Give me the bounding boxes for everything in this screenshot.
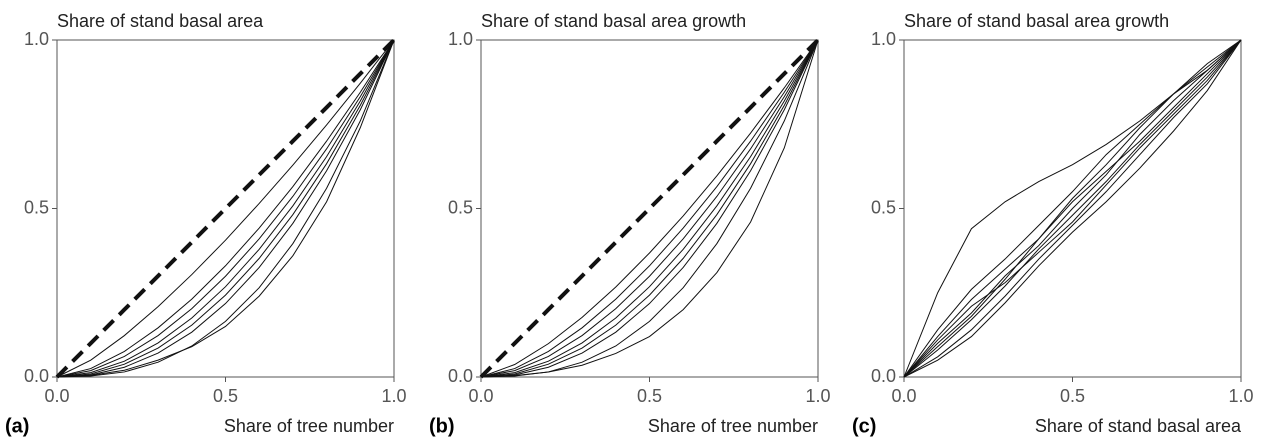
line bbox=[903, 39, 1242, 378]
line bbox=[903, 39, 1242, 378]
panel-label: (b) bbox=[429, 415, 455, 437]
line bbox=[903, 39, 1242, 378]
line bbox=[903, 39, 1242, 378]
x-axis-label: Share of stand basal area bbox=[1035, 416, 1242, 436]
line bbox=[480, 39, 819, 378]
line bbox=[56, 39, 395, 378]
panel-label: (c) bbox=[852, 415, 876, 437]
line bbox=[480, 39, 819, 378]
reference-line bbox=[55, 38, 396, 379]
x-tick-label: 0.0 bbox=[891, 386, 916, 406]
line bbox=[903, 39, 1242, 378]
line bbox=[903, 39, 1242, 378]
x-tick-label: 0.5 bbox=[213, 386, 238, 406]
line bbox=[903, 39, 1242, 378]
y-tick-label: 0.5 bbox=[871, 197, 896, 217]
line bbox=[903, 39, 1242, 378]
x-tick-label: 0.0 bbox=[44, 386, 69, 406]
line bbox=[56, 39, 395, 378]
y-tick-label: 0.0 bbox=[448, 366, 473, 386]
line bbox=[56, 39, 395, 378]
y-tick-label: 0.5 bbox=[448, 197, 473, 217]
line bbox=[56, 39, 395, 378]
x-tick-label: 0.5 bbox=[1060, 386, 1085, 406]
line bbox=[480, 39, 819, 378]
x-tick-label: 0.5 bbox=[637, 386, 662, 406]
x-axis-label: Share of tree number bbox=[648, 416, 818, 436]
line bbox=[480, 39, 819, 378]
y-tick-label: 0.0 bbox=[871, 366, 896, 386]
line bbox=[480, 39, 819, 378]
x-tick-label: 0.0 bbox=[468, 386, 493, 406]
x-tick-label: 1.0 bbox=[805, 386, 830, 406]
x-tick-label: 1.0 bbox=[381, 386, 406, 406]
y-tick-label: 1.0 bbox=[871, 29, 896, 49]
line bbox=[480, 39, 819, 378]
axis-title: Share of stand basal area growth bbox=[904, 11, 1169, 31]
y-tick-label: 0.5 bbox=[24, 197, 49, 217]
line bbox=[56, 39, 395, 378]
axis-title: Share of stand basal area growth bbox=[481, 11, 746, 31]
x-axis-label: Share of tree number bbox=[224, 416, 394, 436]
line bbox=[56, 39, 395, 378]
x-tick-label: 1.0 bbox=[1228, 386, 1253, 406]
y-tick-label: 1.0 bbox=[448, 29, 473, 49]
line bbox=[480, 39, 819, 378]
panel-label: (a) bbox=[5, 415, 29, 437]
y-tick-label: 0.0 bbox=[24, 366, 49, 386]
line bbox=[56, 39, 395, 378]
reference-line bbox=[479, 38, 820, 379]
y-tick-label: 1.0 bbox=[24, 29, 49, 49]
line bbox=[56, 39, 395, 378]
axis-title: Share of stand basal area bbox=[57, 11, 264, 31]
line bbox=[903, 39, 1242, 378]
